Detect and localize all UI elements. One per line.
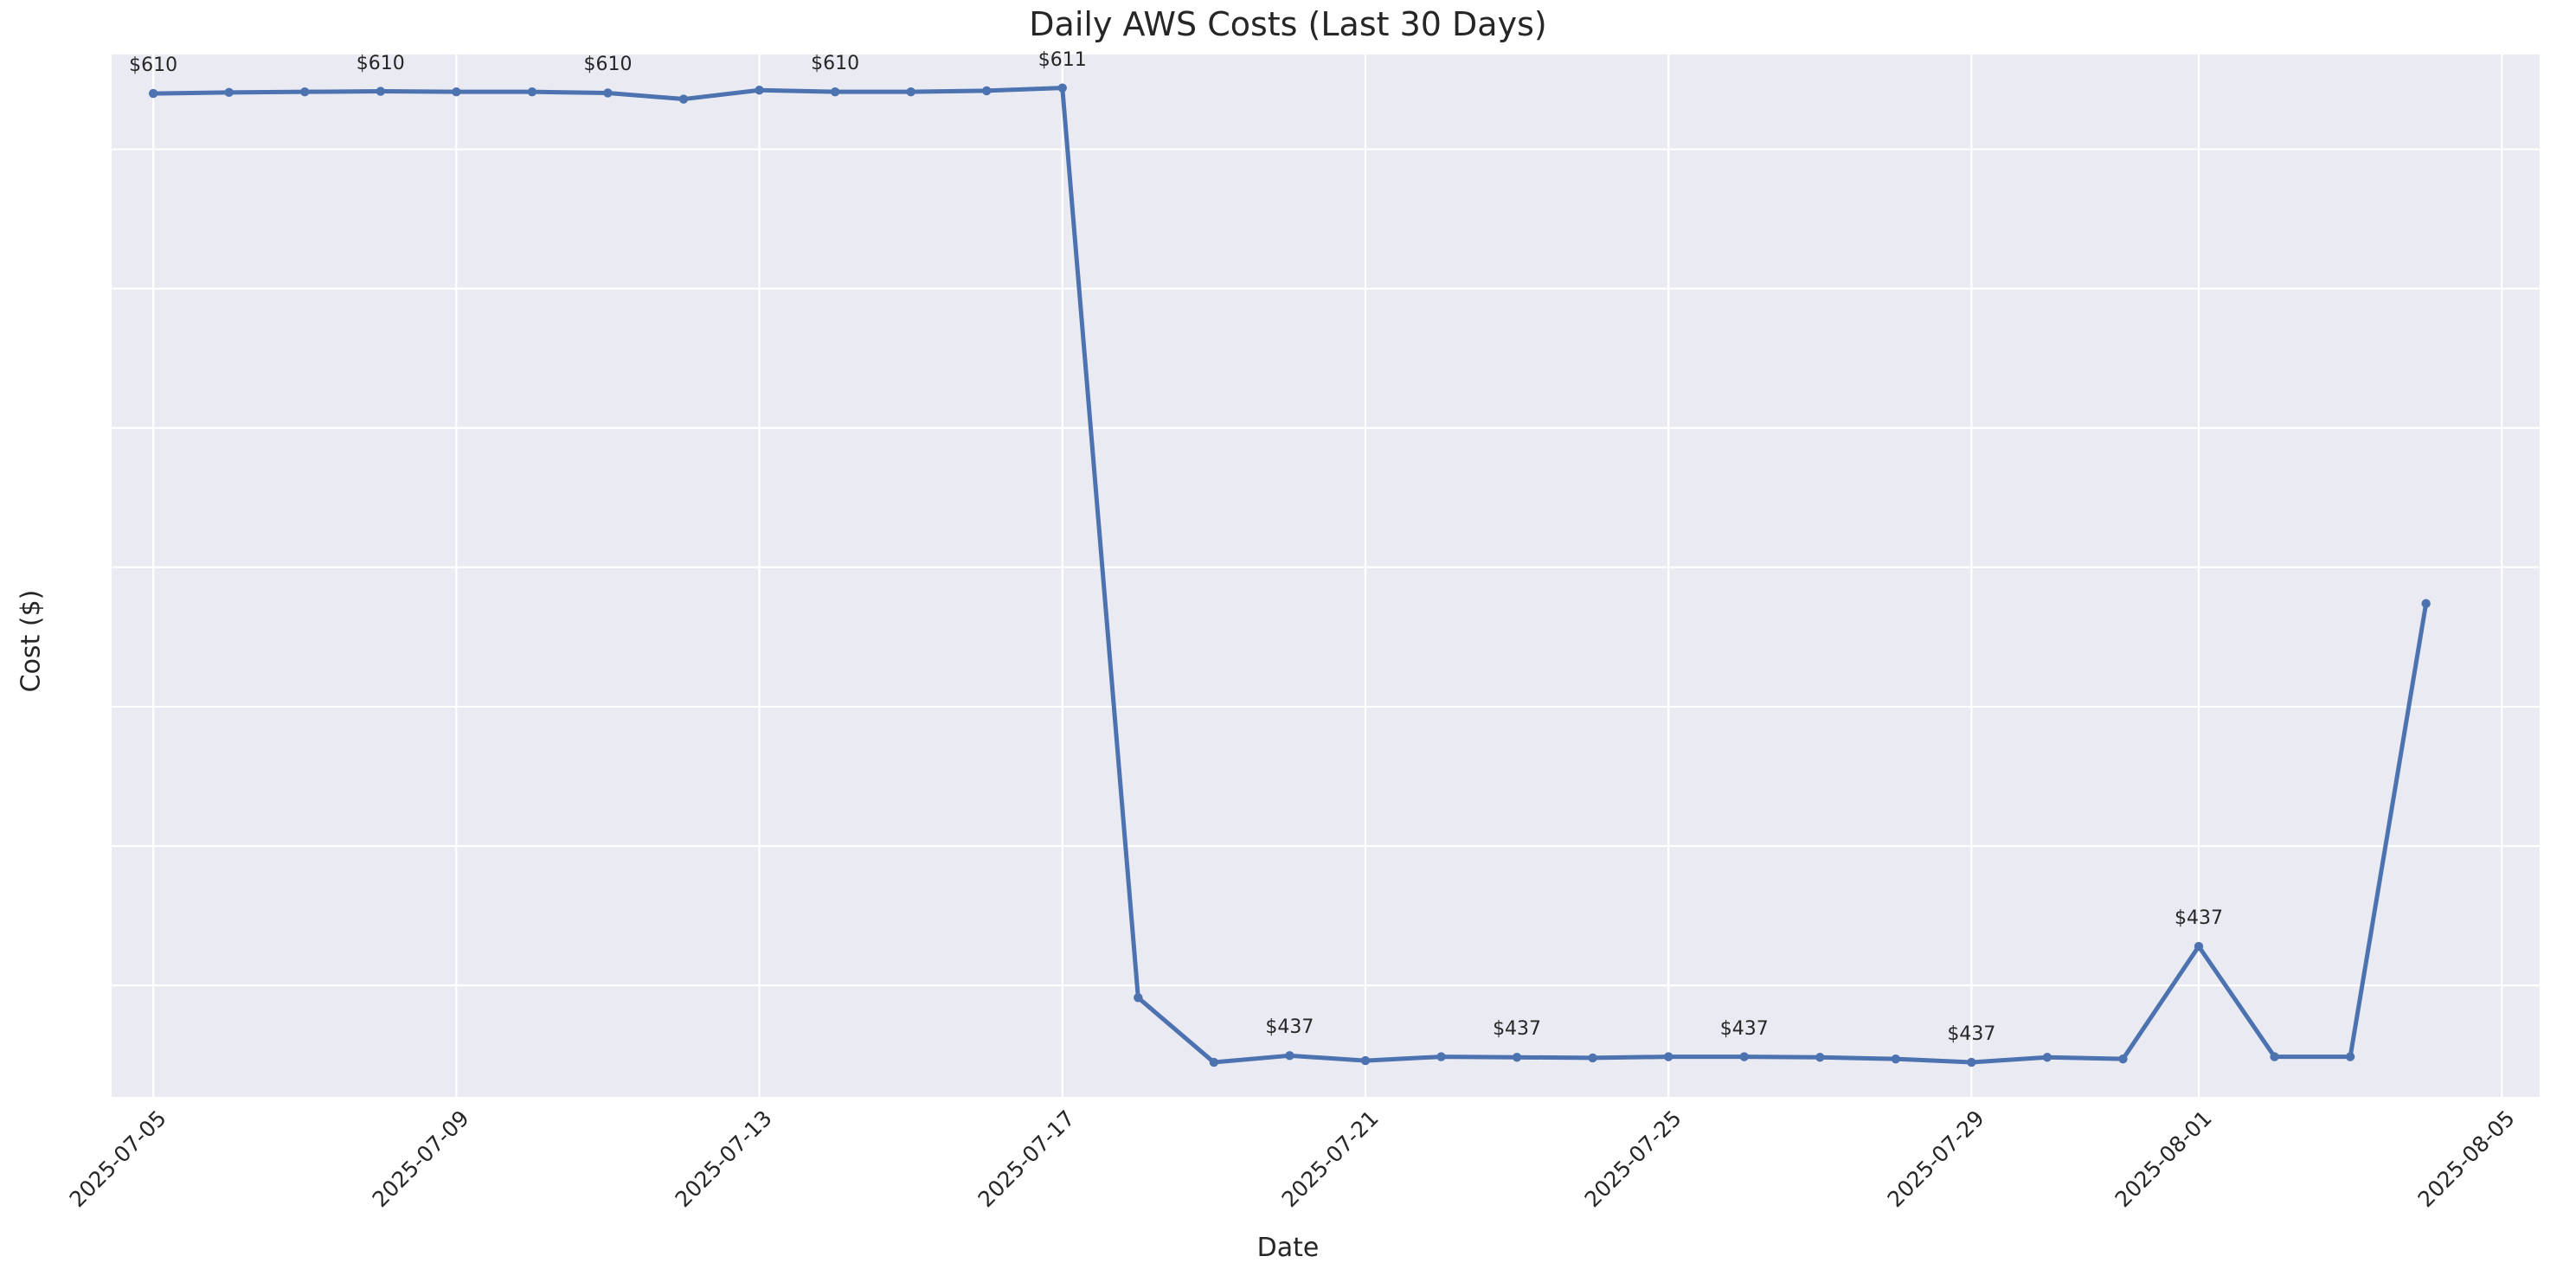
data-point-marker [755,86,764,95]
data-point-label: $611 [1037,48,1087,71]
gridlines [112,54,2540,1097]
data-point-marker [1663,1052,1673,1061]
data-point-marker [1057,83,1067,93]
data-point-marker [982,86,992,96]
data-point-marker [1285,1051,1294,1061]
series-line [153,88,2426,1062]
data-point-marker [830,87,840,97]
data-point-label: $437 [1265,1016,1314,1039]
x-axis-tick: 2025-08-05 [2412,1106,2520,1213]
data-point-label: $437 [1719,1017,1769,1040]
data-point-marker [1436,1052,1446,1061]
data-point-label: $437 [2175,907,2224,930]
data-point-marker [452,87,461,97]
data-point-marker [1588,1053,1597,1063]
data-series-daily-cost [148,83,2431,1067]
data-point-marker [1209,1057,1219,1067]
data-point-marker [1815,1053,1825,1062]
data-point-marker [300,87,310,97]
x-axis-tick: 2025-07-17 [973,1106,1081,1213]
x-axis-tick: 2025-07-21 [1276,1106,1384,1213]
x-axis-tick: 2025-07-25 [1579,1106,1686,1213]
chart-title: Daily AWS Costs (Last 30 Days) [1029,5,1547,43]
data-point-marker [376,87,385,96]
data-point-label: $610 [583,54,633,76]
data-point-marker [906,87,915,97]
data-point-label: $610 [811,53,860,75]
data-point-marker [1739,1052,1749,1061]
x-axis-tick: 2025-07-05 [64,1106,171,1213]
data-point-marker [527,87,537,97]
x-axis-tick: 2025-07-13 [670,1106,778,1213]
data-point-marker [2421,599,2431,608]
data-point-marker [148,88,158,99]
data-point-label: $437 [1493,1018,1542,1041]
x-axis-tick: 2025-07-09 [367,1106,474,1213]
x-axis-tick: 2025-07-29 [1882,1106,1989,1213]
data-point-label: $610 [129,54,178,77]
plot-area: $610 $610 $610 $610 $611 $437 $437 $437 $437 $437 [112,49,2540,1097]
data-point-marker [1891,1054,1901,1064]
data-point-marker [2270,1052,2279,1061]
data-point-marker [603,88,613,98]
data-point-marker [678,94,689,104]
data-point-label: $437 [1947,1023,1996,1046]
data-point-marker [2042,1053,2052,1062]
data-point-marker [1134,993,1143,1003]
data-point-marker [224,87,234,98]
data-point-marker [1967,1057,1976,1067]
x-axis-tick: 2025-08-01 [2110,1106,2217,1213]
data-point-marker [2194,941,2204,952]
data-point-marker [2345,1052,2355,1061]
data-point-marker [1512,1053,1522,1062]
x-axis-label: Date [1256,1233,1320,1263]
data-point-label: $610 [356,52,405,74]
data-point-marker [2118,1054,2128,1064]
y-axis-label: Cost ($) [16,589,47,693]
data-point-marker [1360,1055,1371,1066]
